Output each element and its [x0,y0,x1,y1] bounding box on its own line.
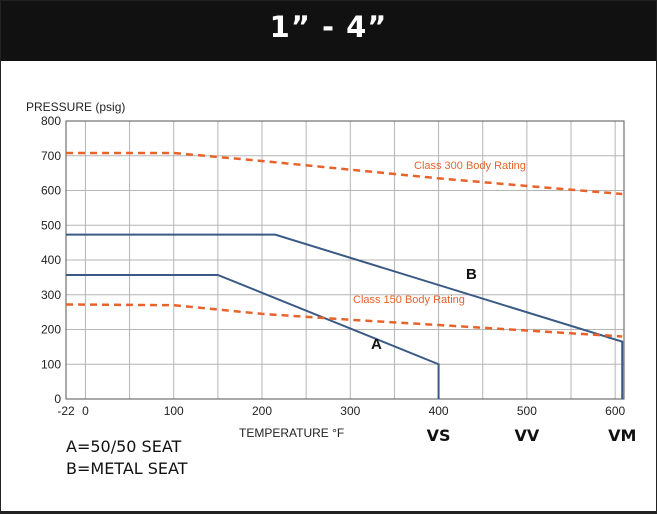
y-tick-label: 700 [41,149,61,163]
y-tick-label: 100 [41,357,61,371]
bottom-rule [1,511,656,513]
marker-label-vv: VV [514,426,539,445]
x-tick-label: 200 [252,404,272,418]
marker-label-vs: VS [427,426,451,445]
page-title: 1” - 4” [269,10,388,44]
plot-border [65,120,625,400]
series-line-b [66,233,624,399]
marker-label-vm: VM [608,426,636,445]
series-line-a [66,273,440,399]
y-tick-label: 800 [41,114,61,128]
x-tick-label: -22 [57,404,75,418]
series-label-class-150-body-rating: Class 150 Body Rating [353,294,465,306]
x-tick-label: 100 [164,404,184,418]
x-tick-label: 300 [340,404,360,418]
x-tick-label: 500 [517,404,537,418]
x-tick-label: 400 [429,404,449,418]
series-line-class-150-body-rating [65,303,623,338]
y-tick-label: 400 [41,253,61,267]
y-tick-label: 500 [41,218,61,232]
y-tick-label: 300 [41,288,61,302]
y-tick-label: 600 [41,184,61,198]
series-label-b: B [466,266,477,283]
y-tick-label: 200 [41,323,61,337]
x-tick-label: 600 [605,404,625,418]
x-axis-label: TEMPERATURE °F [239,426,344,440]
series-label-class-300-body-rating: Class 300 Body Rating [414,160,526,172]
series-line-class-300-body-rating [66,151,623,196]
series-label-a: A [371,336,382,353]
series-group [65,151,624,399]
x-tick-label: 0 [82,404,89,418]
grid [65,120,625,400]
legend-note-b: B=METAL SEAT [66,459,188,478]
header-bar: 1” - 4” [1,1,656,61]
y-axis-label: PRESSURE (psig) [26,100,125,114]
legend-note-a: A=50/50 SEAT [66,437,182,456]
y-tick-label: 0 [54,392,61,406]
